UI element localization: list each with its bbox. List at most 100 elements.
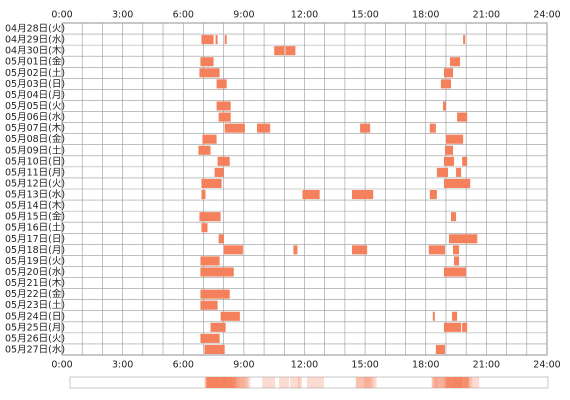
- heat-strip-cell: [445, 377, 449, 388]
- heat-strip-cell: [208, 377, 223, 388]
- row-label: 05月02日(土): [5, 67, 65, 79]
- x-tick-label-bottom: 15:00: [351, 360, 378, 371]
- heat-strip-cell: [206, 377, 236, 388]
- heat-strip-cell: [456, 377, 462, 388]
- activity-bar: [200, 333, 220, 343]
- heat-strip-cell: [307, 377, 324, 388]
- activity-bar: [202, 134, 217, 144]
- heat-strip-cell: [451, 377, 480, 388]
- heat-strip-cell: [446, 377, 469, 388]
- heat-strip-cell: [439, 377, 451, 388]
- heat-strip-cell: [206, 377, 220, 388]
- heat-strip-cell: [432, 377, 439, 388]
- activity-bar: [432, 311, 435, 321]
- activity-bar: [257, 123, 271, 133]
- heat-strip-cell: [363, 377, 374, 388]
- activity-bar: [452, 311, 458, 321]
- activity-bar: [454, 256, 460, 266]
- x-tick-label: 0:00: [51, 10, 72, 21]
- row-label: 05月18日(月): [5, 245, 65, 256]
- activity-bar: [450, 57, 461, 67]
- activity-bar: [216, 79, 227, 89]
- row-label: 05月14日(木): [5, 200, 65, 212]
- row-label: 05月08日(金): [5, 133, 65, 145]
- x-tick-label-bottom: 0:00: [51, 360, 72, 371]
- heat-strip-cell: [230, 377, 233, 388]
- heat-strip-cell: [459, 377, 470, 388]
- activity-bar: [462, 322, 468, 332]
- heat-strip-cell: [448, 377, 466, 388]
- activity-bar: [220, 311, 240, 321]
- activity-bar: [215, 35, 218, 45]
- activity-bar: [200, 289, 230, 299]
- heat-strip-cell: [452, 377, 463, 388]
- activity-bar: [462, 156, 468, 166]
- row-label: 05月22日(金): [5, 288, 65, 300]
- activity-bar: [302, 190, 320, 200]
- heat-strip-cell: [447, 377, 456, 388]
- heat-strip-cell: [226, 377, 246, 388]
- heat-strip-cell: [229, 377, 249, 388]
- heat-strip-cell: [206, 377, 226, 388]
- activity-bar: [201, 35, 214, 45]
- heat-strip-cell: [216, 377, 232, 388]
- x-tick-label: 3:00: [112, 10, 133, 21]
- x-tick-label-bottom: 9:00: [233, 360, 254, 371]
- x-tick-label-bottom: 3:00: [112, 360, 133, 371]
- heat-strip-cell: [221, 377, 224, 388]
- heat-strip-cell: [206, 377, 224, 388]
- activity-bar: [218, 112, 231, 122]
- heat-strip-cell: [435, 377, 438, 388]
- activity-bar: [444, 145, 454, 155]
- x-tick-label: 15:00: [351, 10, 378, 21]
- activity-bar: [216, 101, 231, 111]
- heat-strip-cell: [458, 377, 464, 388]
- row-label: 05月21日(木): [5, 277, 65, 289]
- heat-strip-cell: [455, 377, 462, 388]
- row-label: 05月23日(土): [5, 299, 65, 311]
- activity-bar: [199, 212, 221, 222]
- x-tick-label: 18:00: [412, 10, 439, 21]
- x-tick-label-bottom: 18:00: [412, 360, 439, 371]
- activity-bar: [210, 322, 226, 332]
- heat-strip-cell: [220, 377, 230, 388]
- x-tick-label: 21:00: [473, 10, 500, 21]
- heat-strip-cell: [230, 377, 251, 388]
- row-label: 05月04日(月): [5, 90, 65, 101]
- activity-bar: [198, 145, 211, 155]
- heat-strip-cell: [446, 377, 456, 388]
- heat-strip-cell: [205, 377, 226, 388]
- row-label: 05月05日(火): [5, 101, 65, 112]
- activity-bar: [457, 112, 468, 122]
- heat-strip-cell: [446, 377, 457, 388]
- heat-strip-cell: [222, 377, 233, 388]
- activity-bar: [199, 68, 220, 78]
- heat-strip-cell: [446, 377, 473, 388]
- activity-bar: [201, 190, 206, 200]
- activity-bar: [224, 35, 227, 45]
- heat-strip-cell: [207, 377, 214, 388]
- activity-bar: [200, 267, 234, 277]
- heat-strip-cell: [431, 377, 448, 388]
- activity-bar: [429, 123, 436, 133]
- activity-bar: [351, 190, 374, 200]
- activity-bar: [351, 245, 368, 255]
- activity-bar: [218, 234, 224, 244]
- heat-strip-cell: [205, 377, 227, 388]
- activity-bar: [360, 123, 371, 133]
- activity-bar: [200, 300, 218, 310]
- activity-bar: [448, 234, 478, 244]
- heat-strip-cell: [206, 377, 226, 388]
- activity-bar: [224, 123, 245, 133]
- heat-strip-cell: [223, 377, 236, 388]
- x-tick-label: 9:00: [233, 10, 254, 21]
- activity-bar: [440, 79, 452, 89]
- activity-bar: [443, 322, 462, 332]
- x-tick-label: 12:00: [291, 10, 318, 21]
- heat-strip-cell: [438, 377, 448, 388]
- heat-strip-cell: [443, 377, 454, 388]
- row-label: 05月25日(月): [5, 322, 65, 333]
- row-label: 05月15日(金): [5, 211, 65, 223]
- activity-bar: [429, 190, 437, 200]
